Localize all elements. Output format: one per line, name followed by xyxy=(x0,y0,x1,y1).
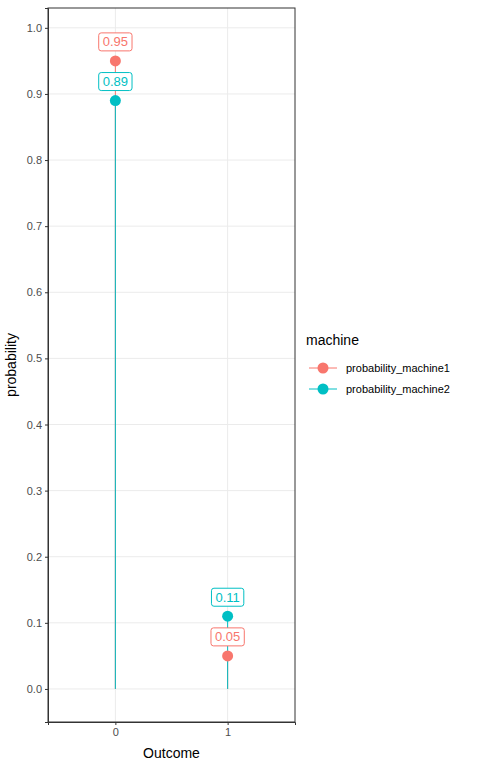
grid xyxy=(48,8,295,722)
tick-mark xyxy=(45,689,48,690)
point xyxy=(110,95,121,106)
tick: 0.8 xyxy=(27,154,48,166)
tick: 0.7 xyxy=(27,220,48,232)
tick-label: 1.0 xyxy=(27,22,42,34)
y-axis: 0.0 0.1 0.2 0.3 0.4 0.5 0.6 0.7 0.8 0.9 1.0 xyxy=(27,9,49,723)
tick-mark xyxy=(228,722,229,725)
stem xyxy=(115,61,116,689)
tick-label: 0.8 xyxy=(27,154,42,166)
grid-line xyxy=(48,27,295,28)
plot: 0.00.10.20.30.40.50.60.70.80.91.0010.950… xyxy=(27,8,296,738)
tick-mark xyxy=(45,160,48,161)
label-box xyxy=(99,33,132,51)
tick: 0.5 xyxy=(27,352,48,364)
tick-mark xyxy=(45,557,48,558)
data-label-text: 0.95 xyxy=(103,34,128,49)
legend-entry: probability_machine2 xyxy=(309,383,450,395)
data-labels: 0.95 0.05 0.89 0.11 xyxy=(99,33,245,646)
series xyxy=(115,61,227,689)
tick-label: 0.0 xyxy=(27,683,42,695)
panel-background xyxy=(48,8,295,722)
grid-line xyxy=(48,358,295,359)
grid-line xyxy=(48,688,295,689)
grid-line xyxy=(48,556,295,557)
legend-title: machine xyxy=(306,332,359,348)
grid-line xyxy=(48,424,295,425)
data-label: 0.95 xyxy=(99,33,132,51)
grid-line xyxy=(48,622,295,623)
x-axis-title: Outcome xyxy=(143,745,200,761)
tick-label: 0.9 xyxy=(27,88,42,100)
tick-mark xyxy=(45,425,48,426)
tick-label: 0.5 xyxy=(27,352,42,364)
legend-key xyxy=(318,363,329,374)
tick-label: 0.3 xyxy=(27,485,42,497)
point xyxy=(110,55,121,66)
x-axis: 01 xyxy=(49,722,296,738)
data-label-text: 0.11 xyxy=(215,590,239,605)
grid-line xyxy=(48,490,295,491)
label-box xyxy=(99,73,132,91)
tick-label: 0.4 xyxy=(27,419,42,431)
tick-mark xyxy=(45,491,48,492)
tick-label: 0.1 xyxy=(27,617,42,629)
tick-mark xyxy=(45,623,48,624)
tick: 0.2 xyxy=(27,551,48,563)
legend-key xyxy=(318,384,329,395)
data-label-text: 0.89 xyxy=(103,74,128,89)
grid-line xyxy=(48,292,295,293)
legend: machine probability_machine1 probability_m… xyxy=(306,332,450,395)
series xyxy=(115,101,227,689)
tick: 0.1 xyxy=(27,617,48,629)
label-box xyxy=(211,588,243,606)
tick-label: 0 xyxy=(113,726,119,738)
tick: 0.6 xyxy=(27,286,48,298)
tick-mark xyxy=(45,226,48,227)
tick: 0 xyxy=(113,722,119,738)
tick-label: 0.7 xyxy=(27,220,42,232)
grid-line xyxy=(48,226,295,227)
grid-line xyxy=(115,8,116,722)
chart: 0.00.10.20.30.40.50.60.70.80.91.0010.950… xyxy=(0,0,480,768)
tick-mark xyxy=(45,94,48,95)
legend-label: probability_machine1 xyxy=(346,362,450,374)
data-label: 0.11 xyxy=(211,588,243,606)
tick-mark xyxy=(45,358,48,359)
tick: 0.4 xyxy=(27,419,48,431)
point xyxy=(222,611,233,622)
tick-mark xyxy=(115,722,116,725)
data-label: 0.89 xyxy=(99,73,132,91)
data-label-text: 0.05 xyxy=(215,629,240,644)
axis-line xyxy=(49,723,296,726)
legend-label: probability_machine2 xyxy=(346,383,450,395)
stem xyxy=(115,101,116,689)
grid-line xyxy=(48,160,295,161)
tick: 0.0 xyxy=(27,683,48,695)
grid-line xyxy=(48,93,295,94)
tick: 1 xyxy=(225,722,231,738)
tick-label: 0.6 xyxy=(27,286,42,298)
legend-entry: probability_machine1 xyxy=(309,362,450,374)
tick: 1.0 xyxy=(27,22,48,34)
tick-label: 0.2 xyxy=(27,551,42,563)
axis-line xyxy=(45,9,49,723)
label-box xyxy=(211,628,244,646)
tick: 0.9 xyxy=(27,88,48,100)
tick-label: 1 xyxy=(225,726,231,738)
panel-border xyxy=(48,8,295,722)
tick: 0.3 xyxy=(27,485,48,497)
y-axis-title: probability xyxy=(3,333,19,397)
tick-mark xyxy=(45,28,48,29)
data-label: 0.05 xyxy=(211,628,244,646)
tick-mark xyxy=(45,292,48,293)
point xyxy=(222,650,233,661)
